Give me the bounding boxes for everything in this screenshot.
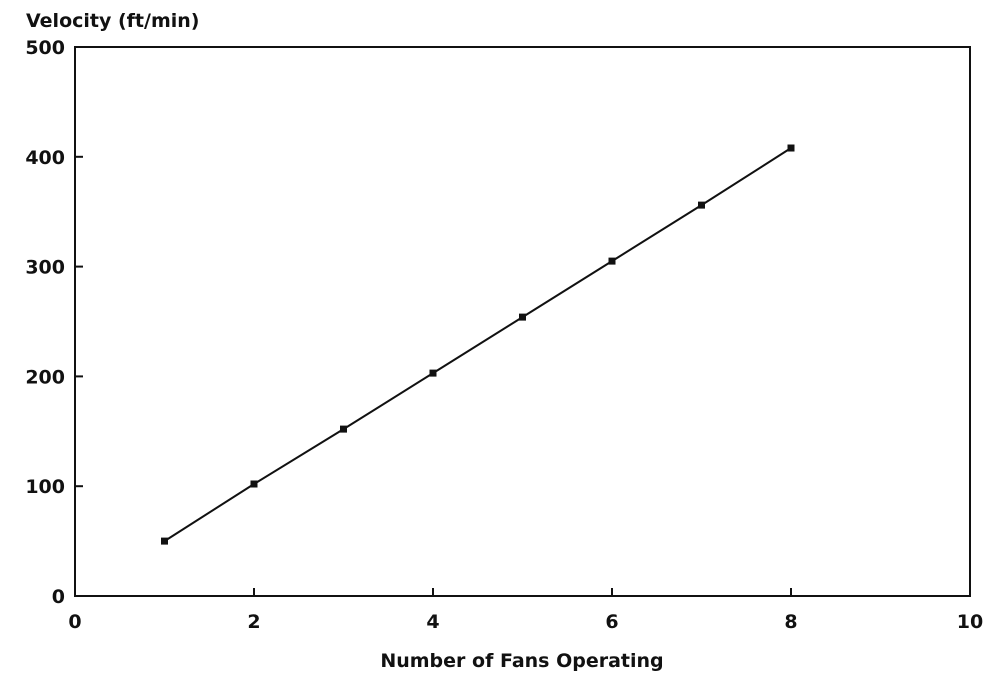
y-tick-label: 300 bbox=[25, 257, 65, 279]
plot-frame bbox=[74, 46, 971, 597]
y-tick-label: 200 bbox=[25, 366, 65, 388]
x-tick-label: 6 bbox=[605, 611, 618, 633]
data-point bbox=[250, 480, 258, 488]
x-tick-label: 0 bbox=[68, 611, 81, 633]
y-tick-label: 100 bbox=[25, 476, 65, 498]
data-point bbox=[340, 425, 347, 433]
x-axis-title: Number of Fans Operating bbox=[380, 650, 663, 672]
x-tick-label: 4 bbox=[426, 611, 439, 633]
y-axis-title: Velocity (ft/min) bbox=[26, 10, 199, 32]
x-tick-label: 2 bbox=[247, 611, 260, 633]
data-point bbox=[161, 537, 168, 545]
y-tick-label: 0 bbox=[52, 586, 65, 608]
data-point bbox=[519, 313, 526, 321]
data-point bbox=[787, 144, 795, 152]
data-line bbox=[163, 147, 792, 542]
x-tick-label: 8 bbox=[784, 611, 797, 633]
y-tick-label: 400 bbox=[25, 147, 65, 169]
data-point bbox=[698, 201, 705, 209]
x-tick-label: 10 bbox=[957, 611, 983, 633]
data-point bbox=[608, 257, 616, 265]
data-point bbox=[429, 369, 437, 377]
y-tick-label: 500 bbox=[25, 37, 65, 59]
